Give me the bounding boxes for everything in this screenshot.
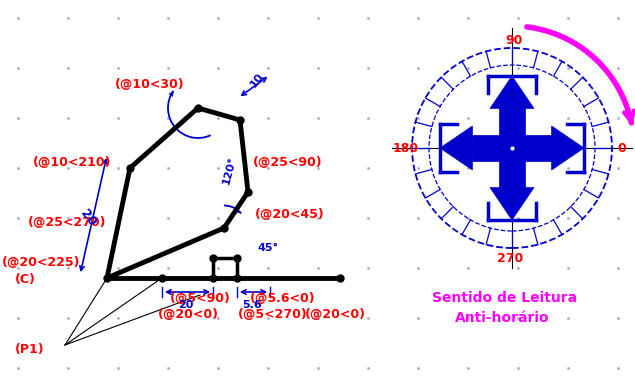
- Text: Sentido de Leitura: Sentido de Leitura: [432, 291, 577, 305]
- Text: (@5<90): (@5<90): [170, 291, 231, 304]
- Text: (P1): (P1): [15, 343, 44, 356]
- Text: Anti-horário: Anti-horário: [455, 311, 550, 325]
- Text: (@20<0): (@20<0): [305, 309, 366, 322]
- Polygon shape: [490, 76, 534, 108]
- Text: 90: 90: [505, 34, 523, 47]
- Text: 10: 10: [248, 71, 265, 89]
- Text: 0: 0: [617, 141, 625, 154]
- Text: 45°: 45°: [257, 243, 279, 253]
- Polygon shape: [440, 126, 472, 170]
- Polygon shape: [552, 126, 584, 170]
- Text: 5.6: 5.6: [242, 300, 262, 310]
- Text: (@20<0): (@20<0): [158, 309, 219, 322]
- Text: (C): (C): [15, 274, 36, 286]
- Text: (@10<210): (@10<210): [33, 155, 112, 168]
- Polygon shape: [499, 148, 525, 188]
- Polygon shape: [512, 135, 552, 161]
- Text: (@10<30): (@10<30): [115, 78, 185, 92]
- Text: (@5<270): (@5<270): [238, 309, 308, 322]
- Polygon shape: [472, 135, 512, 161]
- Text: (@25<270): (@25<270): [28, 215, 107, 228]
- Polygon shape: [499, 108, 525, 148]
- Polygon shape: [490, 188, 534, 220]
- Text: (@20<225): (@20<225): [2, 256, 81, 269]
- Text: (@5.6<0): (@5.6<0): [250, 291, 316, 304]
- Text: (@20<45): (@20<45): [255, 209, 324, 222]
- Text: 270: 270: [497, 251, 523, 264]
- Text: 180: 180: [393, 141, 419, 154]
- Text: 20: 20: [77, 207, 98, 229]
- Text: 120°: 120°: [222, 155, 239, 185]
- Text: (@25<90): (@25<90): [253, 155, 323, 168]
- Text: 20: 20: [178, 300, 194, 310]
